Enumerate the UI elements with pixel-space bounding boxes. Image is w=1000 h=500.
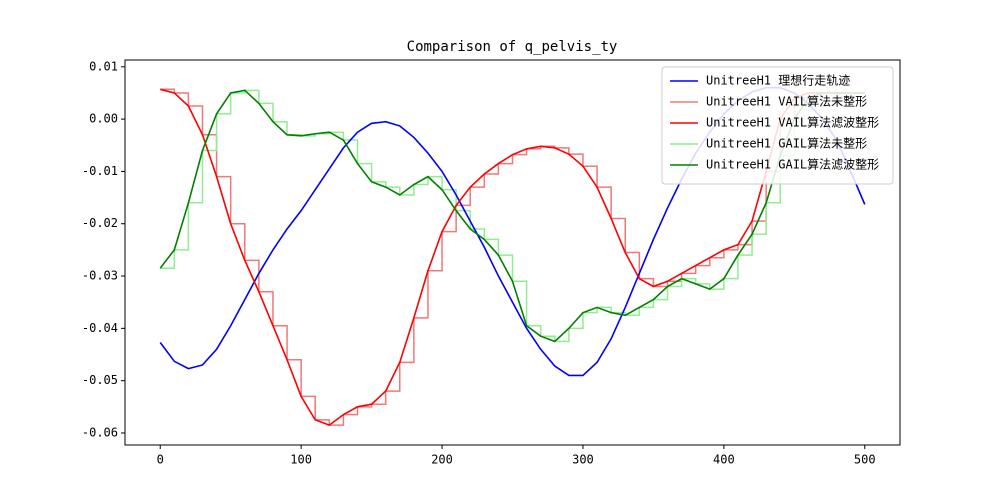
y-tick-label: 0.00: [89, 112, 118, 126]
y-tick-label: -0.06: [82, 425, 118, 439]
y-tick-label: -0.03: [82, 269, 118, 283]
legend-label: UnitreeH1 VAIL算法未整形: [706, 94, 867, 109]
legend-label: UnitreeH1 理想行走轨迹: [706, 73, 850, 88]
y-tick-label: -0.02: [82, 216, 118, 230]
legend-label: UnitreeH1 GAIL算法未整形: [706, 136, 867, 151]
series-line: [160, 88, 865, 427]
y-tick-label: -0.05: [82, 373, 118, 387]
x-tick-label: 500: [854, 453, 876, 467]
x-tick-label: 0: [157, 453, 164, 467]
series-line: [159, 89, 865, 343]
y-tick-label: -0.01: [82, 164, 118, 178]
y-tick-label: -0.04: [82, 321, 118, 335]
chart-title: Comparison of q_pelvis_ty: [407, 39, 618, 55]
x-tick-label: 400: [713, 453, 735, 467]
axes-frame: [124, 59, 901, 446]
x-tick-label: 200: [431, 453, 453, 467]
series-line: [160, 89, 865, 343]
x-tick-label: 100: [290, 453, 312, 467]
y-tick-label: 0.01: [89, 59, 118, 73]
x-tick-label: 300: [572, 453, 594, 467]
legend: UnitreeH1 理想行走轨迹 UnitreeH1 VAIL算法未整形 Unitr…: [661, 66, 894, 185]
legend-box: [661, 66, 894, 185]
legend-label: UnitreeH1 VAIL算法滤波整形: [706, 115, 879, 130]
legend-label: UnitreeH1 GAIL算法滤波整形: [706, 157, 879, 172]
